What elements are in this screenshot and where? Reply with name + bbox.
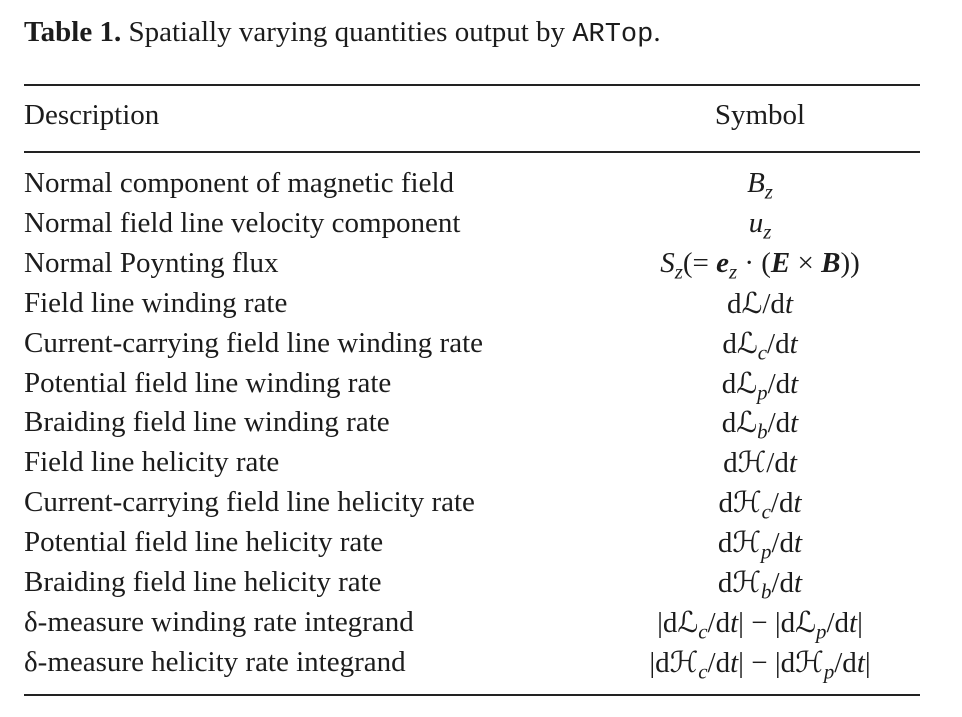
caption-end: . — [653, 16, 661, 48]
row-symbol: Sz(= ez · (E × B)) — [660, 247, 860, 284]
header-symbol: Symbol — [714, 99, 806, 131]
row-symbol: dℋp/dt — [717, 527, 803, 564]
row-description: Normal Poynting flux — [24, 247, 279, 280]
row-description: δ-measure helicity rate integrand — [24, 645, 406, 678]
table-body: Normal component of magnetic field Bz No… — [24, 164, 920, 682]
row-symbol: dℒp/dt — [721, 367, 799, 405]
table-row: Normal component of magnetic field Bz — [24, 164, 920, 204]
row-description: Braiding field line helicity rate — [24, 565, 382, 598]
table-row: Current-carrying field line helicity rat… — [24, 483, 920, 523]
table-caption: Table 1. Spatially varying quantities ou… — [24, 14, 661, 53]
row-description: δ-measure winding rate integrand — [24, 605, 414, 638]
table-row: Potential field line winding rate dℒp/dt — [24, 363, 920, 403]
row-symbol: dℒc/dt — [722, 327, 798, 365]
table-row: Current-carrying field line winding rate… — [24, 323, 920, 363]
row-symbol: dℋc/dt — [718, 487, 802, 524]
row-symbol: dℒb/dt — [721, 407, 799, 445]
row-description: Normal field line velocity component — [24, 207, 461, 240]
table-row: Braiding field line helicity rate dℋb/dt — [24, 562, 920, 602]
row-symbol: dℒ/dt — [726, 287, 793, 320]
row-description: Normal component of magnetic field — [24, 167, 455, 200]
header-rule — [24, 151, 920, 153]
caption-code: ARTop — [572, 20, 654, 50]
row-description: Current-carrying field line helicity rat… — [24, 486, 475, 519]
table-row: δ-measure helicity rate integrand |dℋc/d… — [24, 642, 920, 682]
row-description: Field line winding rate — [24, 286, 288, 319]
row-symbol: Bz — [747, 167, 773, 205]
table-row: Normal field line velocity component uz — [24, 204, 920, 244]
table-row: Field line helicity rate dℋ/dt — [24, 443, 920, 483]
row-description: Braiding field line winding rate — [24, 406, 390, 439]
row-description: Current-carrying field line winding rate — [24, 326, 484, 359]
table-row: Potential field line helicity rate dℋp/d… — [24, 523, 920, 563]
header-description: Description — [24, 99, 160, 131]
table-row: δ-measure winding rate integrand |dℒc/dt… — [24, 602, 920, 642]
row-symbol: dℋb/dt — [717, 566, 803, 604]
table-row: Braiding field line winding rate dℒb/dt — [24, 403, 920, 443]
row-symbol: |dℒc/dt| − |dℒp/dt| — [657, 606, 863, 644]
row-description: Field line helicity rate — [24, 446, 280, 479]
caption-label: Table 1. — [24, 16, 122, 48]
row-description: Potential field line winding rate — [24, 366, 392, 399]
row-symbol: uz — [748, 207, 772, 244]
row-symbol: dℋ/dt — [723, 447, 797, 480]
top-rule — [24, 84, 920, 86]
table-row: Normal Poynting flux Sz(= ez · (E × B)) — [24, 244, 920, 284]
row-symbol: |dℋc/dt| − |dℋp/dt| — [649, 646, 871, 684]
caption-text: Spatially varying quantities output by — [128, 16, 566, 48]
row-description: Potential field line helicity rate — [24, 526, 384, 559]
bottom-rule — [24, 694, 920, 696]
table-row: Field line winding rate dℒ/dt — [24, 284, 920, 324]
